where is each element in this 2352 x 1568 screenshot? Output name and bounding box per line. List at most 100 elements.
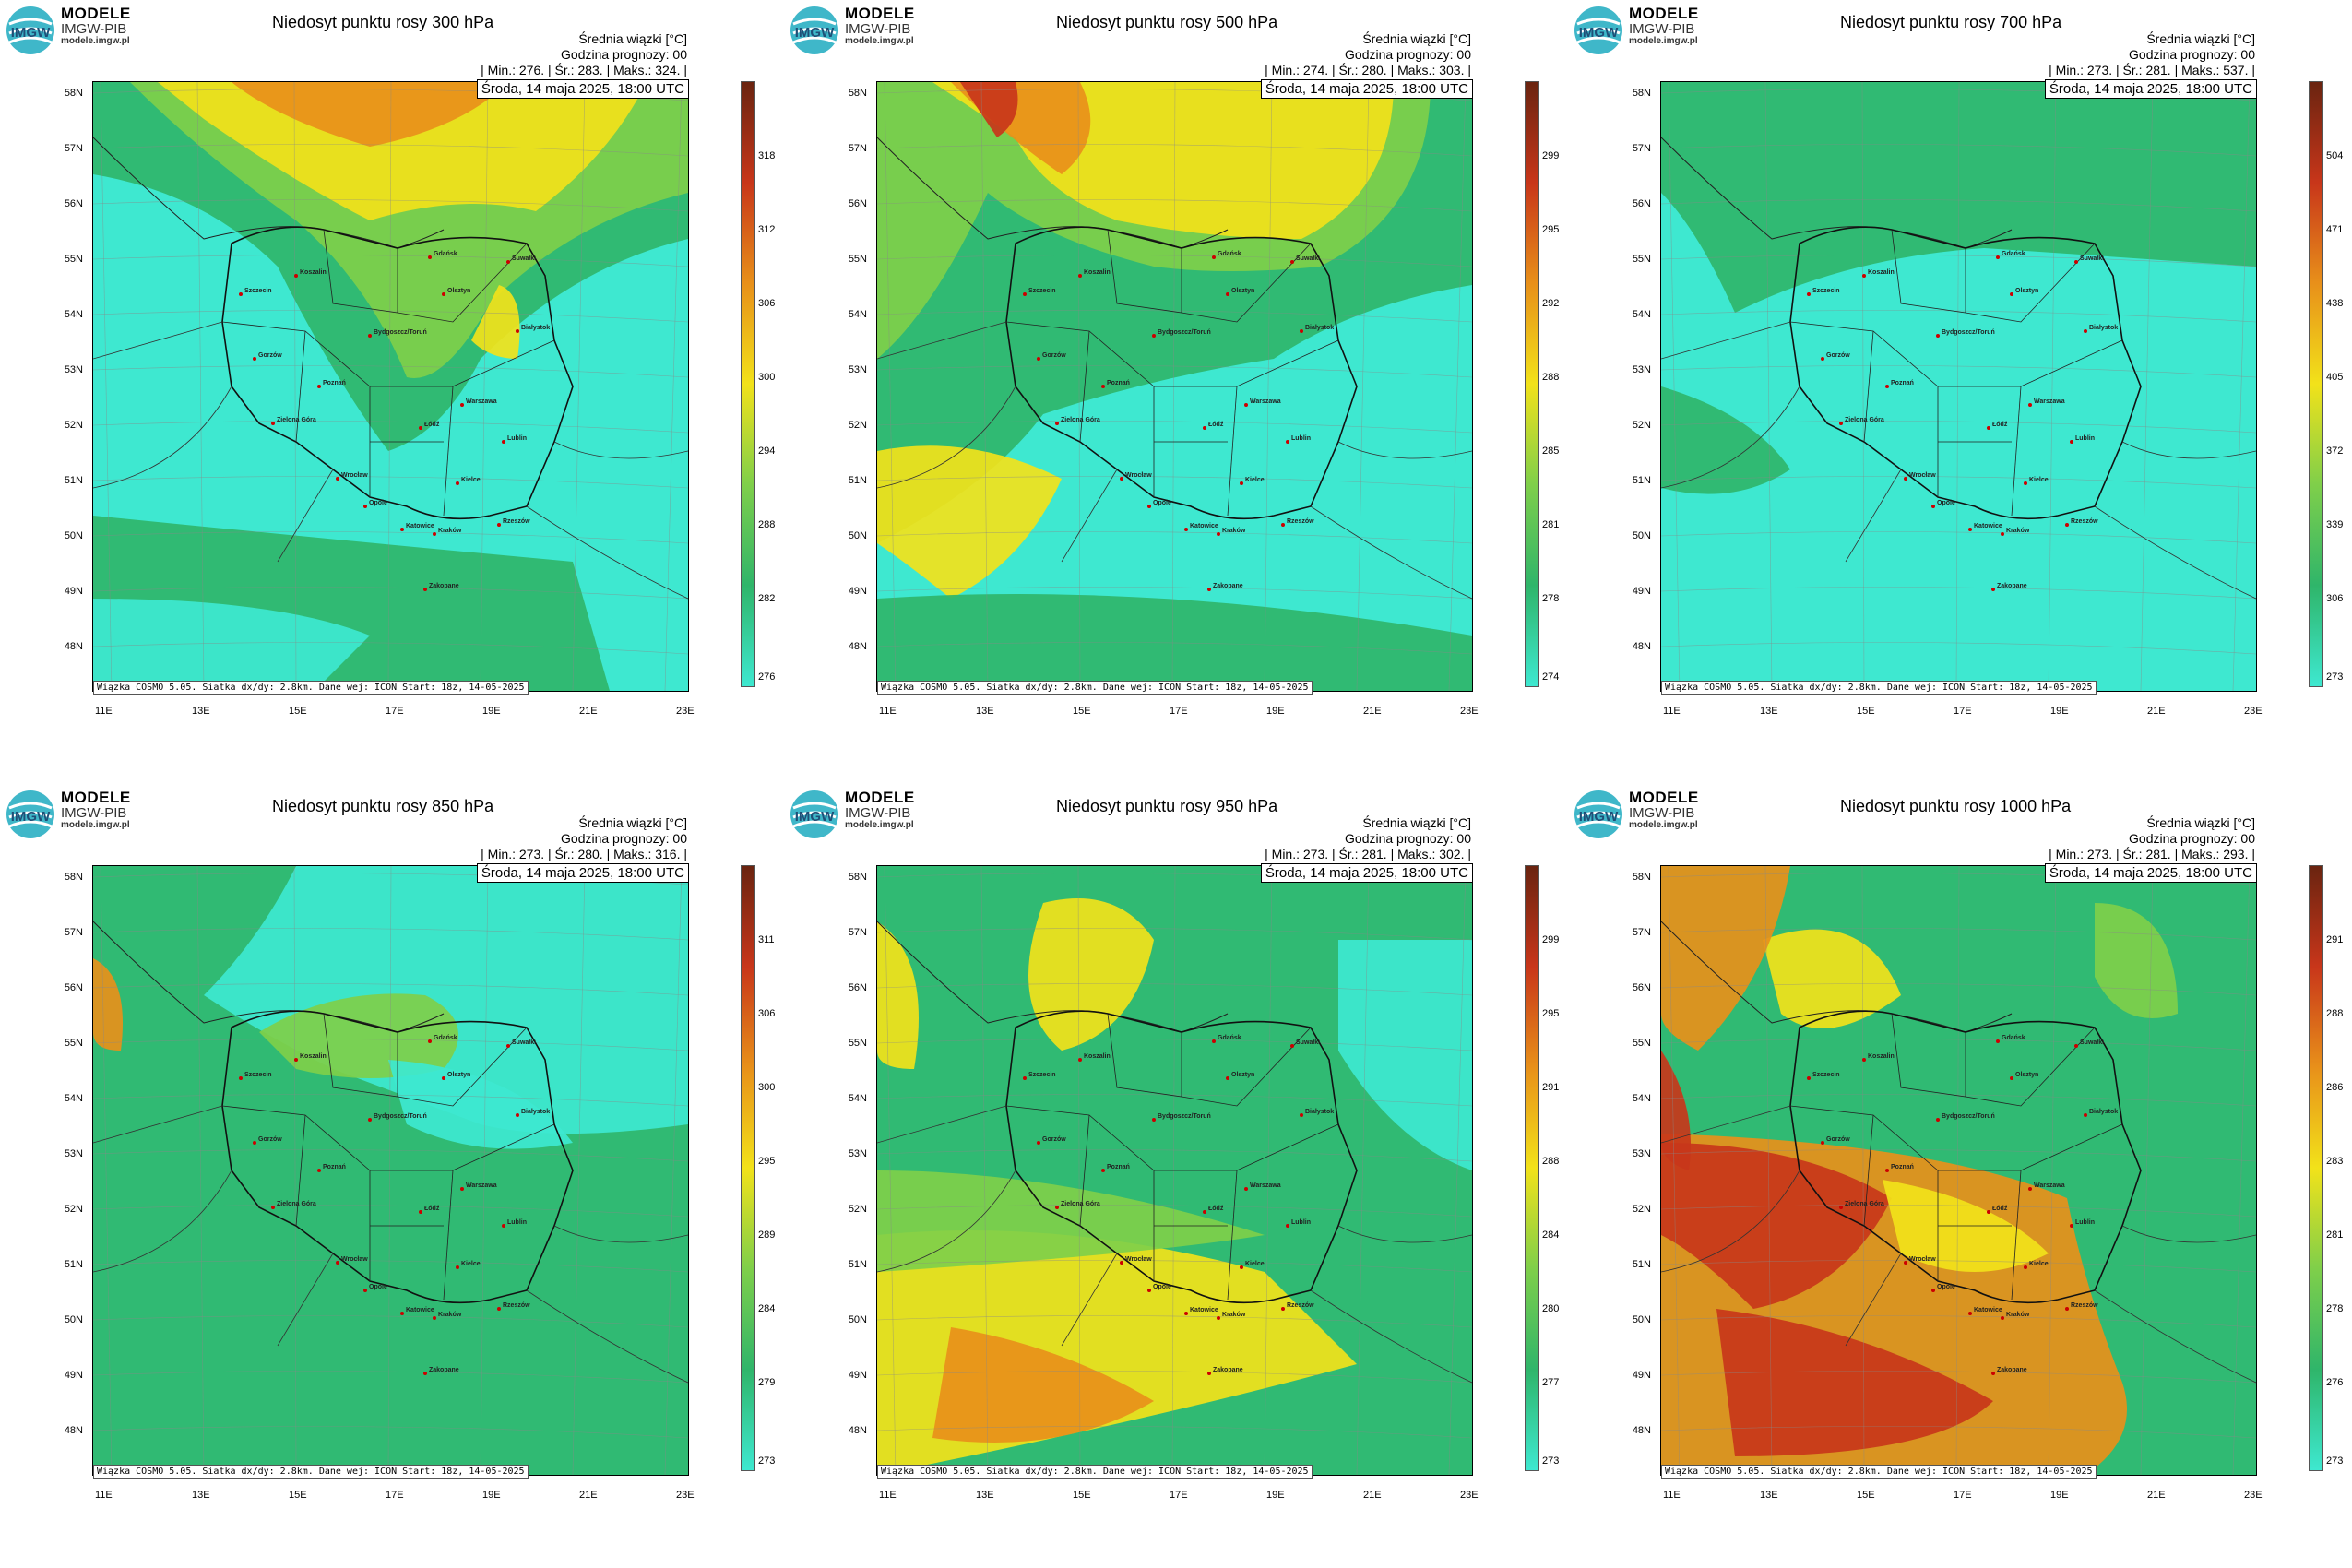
- scale-tick-label: 288: [758, 519, 776, 530]
- panel-title: Niedosyt punktu rosy 1000 hPa: [1840, 797, 2072, 815]
- lat-label: 50N: [64, 1314, 83, 1325]
- region-border: [443, 386, 454, 517]
- city-marker: [1203, 426, 1206, 430]
- city-marker: [1862, 274, 1866, 278]
- region-border: [1965, 243, 2096, 323]
- city-marker: [1931, 505, 1935, 508]
- city-label: Olsztyn: [447, 1072, 470, 1078]
- parallel-line: [877, 1205, 1472, 1218]
- parallel-line: [1661, 1039, 2256, 1051]
- city-label: Rzeszów: [2071, 518, 2098, 525]
- brand: MODELE IMGW-PIB modele.imgw.pl: [845, 789, 915, 830]
- meridian-line: [1448, 82, 1467, 691]
- city-label: Olsztyn: [1231, 1072, 1254, 1078]
- city-marker: [1885, 1169, 1889, 1172]
- city-label: Wrocław: [1125, 472, 1152, 479]
- region-border: [1891, 1013, 1966, 1098]
- map-panel-500hpa: IMGW MODELE IMGW-PIB modele.imgw.pl Niedos…: [784, 0, 1568, 784]
- city-marker: [1281, 1307, 1285, 1311]
- parallel-line: [877, 1260, 1472, 1273]
- meridian-line: [884, 866, 897, 1475]
- city-marker: [1037, 1141, 1040, 1145]
- field-map: Gdańsk Koszalin Olsztyn Suwałki Szczecin Biał…: [93, 82, 688, 691]
- scale-tick-label: 273: [758, 1455, 776, 1467]
- parallel-line: [1661, 421, 2256, 434]
- scale-tick-label: 295: [1542, 1008, 1560, 1019]
- city-marker: [1281, 523, 1285, 527]
- city-label: Olsztyn: [1231, 288, 1254, 294]
- city-label: Rzeszów: [503, 1302, 530, 1309]
- panel-title: Niedosyt punktu rosy 700 hPa: [1840, 13, 2062, 31]
- city-label: Bydgoszcz/Toruń: [374, 1113, 427, 1120]
- city-label: Gdańsk: [2002, 251, 2025, 257]
- city-label: Szczecin: [1028, 1072, 1056, 1078]
- city-marker: [1821, 357, 1824, 361]
- scale-tick-label: 274: [1542, 671, 1560, 683]
- parallel-line: [1661, 476, 2256, 489]
- city-marker: [363, 505, 367, 508]
- meridian-line: [980, 866, 989, 1475]
- parallel-line: [1661, 531, 2256, 544]
- lon-label: 17E: [386, 706, 404, 717]
- city-marker: [1996, 1039, 2000, 1043]
- lon-label: 11E: [1663, 706, 1681, 717]
- city-label: Koszalin: [300, 269, 327, 276]
- field-region: [1661, 866, 1790, 1051]
- field-map: Gdańsk Koszalin Olsztyn Suwałki Szczecin Biał…: [93, 866, 688, 1475]
- lat-label: 57N: [64, 143, 83, 154]
- city-label: Rzeszów: [1287, 1302, 1314, 1309]
- valid-date: Środa, 14 maja 2025, 18:00 UTC: [2044, 79, 2257, 99]
- parallel-line: [93, 1371, 688, 1384]
- lon-label: 19E: [1266, 1490, 1285, 1501]
- city-label: Lublin: [2075, 435, 2095, 442]
- city-marker: [317, 385, 321, 388]
- lon-label: 21E: [579, 1490, 598, 1501]
- lat-label: 48N: [64, 641, 83, 652]
- lon-label: 23E: [1460, 1490, 1479, 1501]
- city-label: Gdańsk: [434, 1035, 457, 1041]
- field-map: Gdańsk Koszalin Olsztyn Suwałki Szczecin Biał…: [1661, 82, 2256, 691]
- lat-label: 55N: [64, 1038, 83, 1049]
- region-border: [1079, 1114, 1090, 1227]
- meridian-line: [1764, 82, 1773, 691]
- lat-label: 55N: [848, 254, 867, 265]
- city-marker: [506, 1044, 510, 1048]
- scale-tick-label: 295: [758, 1156, 776, 1167]
- map-panel-950hpa: IMGW MODELE IMGW-PIB modele.imgw.pl Niedos…: [784, 784, 1568, 1568]
- lon-label: 11E: [95, 706, 113, 717]
- city-label: Wrocław: [1125, 1256, 1152, 1263]
- city-label: Białystok: [2089, 1109, 2118, 1115]
- scale-tick-label: 276: [758, 671, 776, 683]
- city-label: Zakopane: [1213, 1367, 1243, 1373]
- city-label: Zielona Góra: [277, 417, 316, 423]
- region-border: [1181, 1027, 1312, 1107]
- city-label: Olsztyn: [2015, 1072, 2038, 1078]
- lat-label: 52N: [848, 1204, 867, 1215]
- map-area: Gdańsk Koszalin Olsztyn Suwałki Szczecin Biał…: [92, 81, 689, 692]
- city-marker: [1055, 1206, 1059, 1209]
- lon-label: 19E: [2050, 1490, 2069, 1501]
- meridian-line: [1356, 866, 1370, 1475]
- city-label: Wrocław: [341, 1256, 368, 1263]
- model-footer: Wiązka COSMO 5.05. Siatka dx/dy: 2.8km. …: [93, 1465, 529, 1479]
- country-border: [1005, 226, 1358, 520]
- field-region: [232, 82, 508, 147]
- lat-label: 50N: [1632, 1314, 1651, 1325]
- lat-label: 57N: [848, 143, 867, 154]
- meridian-line: [100, 82, 113, 691]
- city-marker: [294, 1058, 298, 1062]
- lon-label: 19E: [2050, 706, 2069, 717]
- stats-line: | Min.: 276. | Śr.: 283. | Maks.: 324. |: [481, 63, 687, 77]
- valid-date: Środa, 14 maja 2025, 18:00 UTC: [1260, 79, 1473, 99]
- region-border: [323, 1013, 398, 1098]
- lat-label: 53N: [848, 1148, 867, 1159]
- city-marker: [368, 334, 372, 338]
- city-marker: [1931, 1289, 1935, 1292]
- city-label: Rzeszów: [503, 518, 530, 525]
- city-label: Suwałki: [2080, 1039, 2104, 1046]
- parallel-line: [93, 310, 688, 323]
- city-label: Gorzów: [1042, 352, 1066, 359]
- scale-tick-label: 292: [1542, 298, 1560, 309]
- stats-line: | Min.: 273. | Śr.: 281. | Maks.: 302. |: [1265, 847, 1471, 861]
- city-marker: [2070, 440, 2073, 444]
